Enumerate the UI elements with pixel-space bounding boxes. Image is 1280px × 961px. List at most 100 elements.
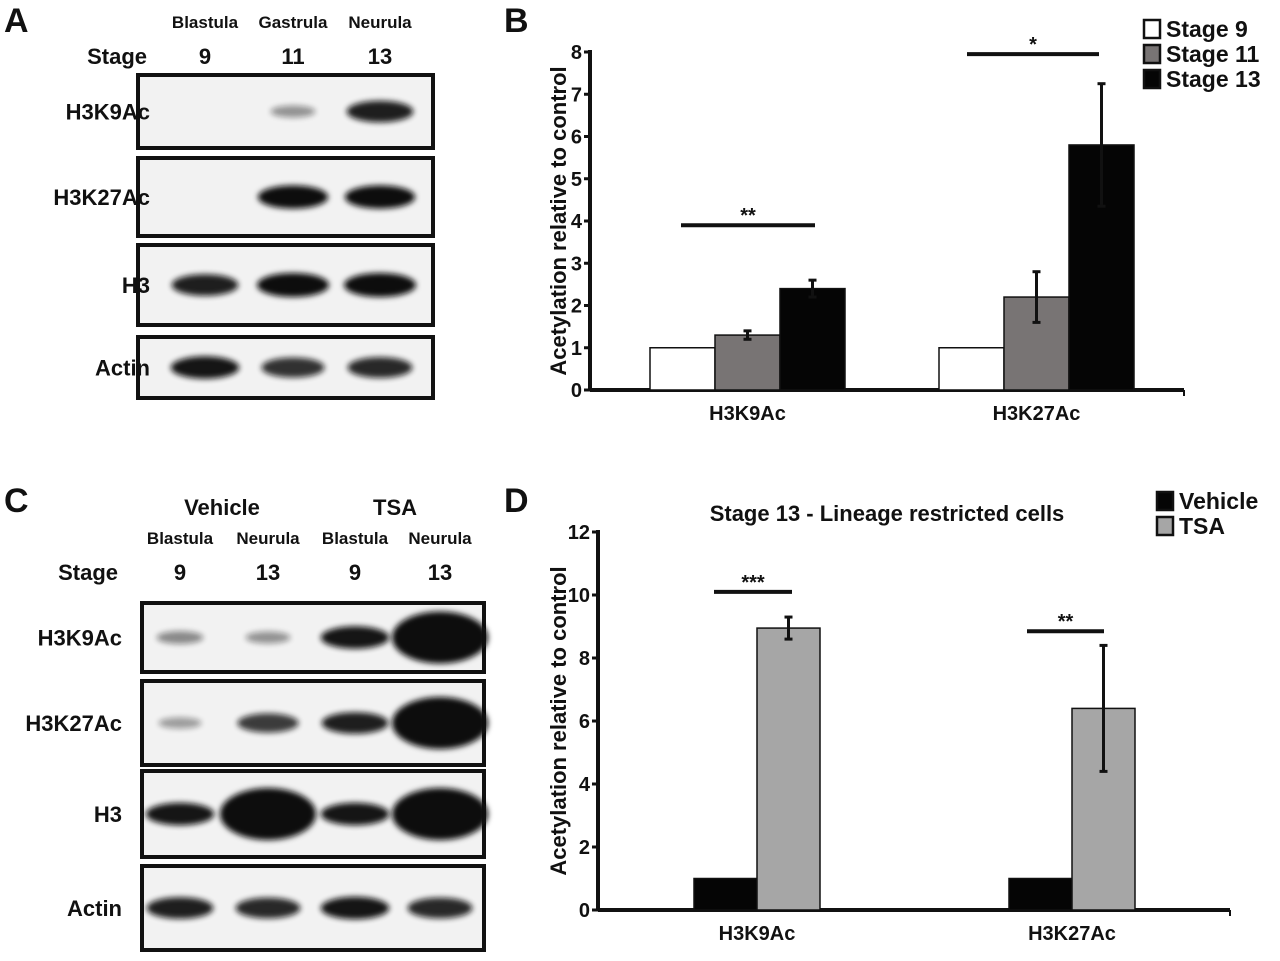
y-tick-label: 2: [571, 296, 582, 318]
legend-label: Stage 11: [1166, 41, 1260, 67]
y-tick-label: 5: [571, 169, 582, 191]
protein-band: [237, 713, 299, 733]
bar: [938, 347, 1005, 391]
panel-label-d: D: [504, 482, 529, 520]
protein-band: [220, 788, 316, 840]
blot-row-label: H3K9Ac: [66, 100, 150, 125]
y-tick-label: 8: [579, 648, 590, 670]
bar: [779, 287, 846, 391]
panel-label-c: C: [4, 482, 29, 520]
stage-label: Stage: [58, 560, 118, 585]
protein-band: [257, 185, 329, 209]
protein-band: [347, 357, 413, 378]
stage-label: Stage: [87, 44, 147, 69]
lane-stage-label: 9: [199, 44, 211, 69]
protein-band: [235, 897, 301, 919]
blot-row-label: Actin: [95, 356, 150, 381]
protein-band: [392, 611, 488, 664]
y-tick-label: 6: [571, 127, 582, 149]
protein-band: [320, 802, 390, 826]
protein-band: [156, 631, 204, 644]
significance-marker: **: [740, 205, 756, 227]
x-category-label: H3K27Ac: [1028, 923, 1116, 945]
protein-band: [407, 897, 473, 919]
lane-phase-label: Neurula: [348, 13, 412, 32]
protein-band: [270, 105, 316, 118]
y-tick-label: 0: [579, 900, 590, 922]
y-tick-label: 8: [571, 42, 582, 64]
y-tick-label: 4: [571, 211, 583, 233]
protein-band: [346, 100, 414, 123]
protein-band: [171, 274, 239, 296]
panel-label-a: A: [4, 2, 29, 40]
protein-band: [392, 697, 488, 749]
y-tick-label: 7: [571, 84, 582, 106]
legend-swatch: [1155, 490, 1175, 512]
y-tick-label: 6: [579, 711, 590, 733]
bar: [714, 334, 781, 391]
bar: [1008, 877, 1073, 911]
lane-stage-label: 11: [281, 44, 304, 69]
y-tick-label: 2: [579, 837, 590, 859]
protein-band: [344, 273, 416, 297]
x-category-label: H3K27Ac: [993, 403, 1081, 425]
blot-row-label: H3: [94, 802, 122, 827]
western-blot-c: Blastula 9 Neurula 13 Blastula 9 Neurula 13 Stag…: [25, 495, 488, 952]
blot-row-label: H3K27Ac: [25, 711, 122, 736]
legend-label: Vehicle: [1179, 488, 1258, 514]
legend-swatch: [1142, 68, 1162, 90]
significance-marker: *: [1029, 34, 1037, 56]
blot-row-label: H3K9Ac: [38, 626, 122, 651]
lane-stage-label: 13: [256, 560, 280, 585]
western-blot-a: Blastula 9 Gastrula 11 Neurula 13 Stage H3K9Ac H…: [53, 13, 435, 400]
protein-band: [320, 896, 390, 920]
y-axis-label: Acetylation relative to control: [546, 66, 571, 375]
blot-row-label: Actin: [67, 896, 122, 921]
lane-phase-label: Blastula: [147, 529, 214, 548]
y-tick-label: 10: [568, 585, 590, 607]
x-category-label: H3K9Ac: [719, 923, 796, 945]
protein-band: [158, 717, 202, 729]
lane-stage-label: 9: [174, 560, 186, 585]
legend-swatch: [1155, 515, 1175, 537]
protein-band: [344, 185, 416, 209]
protein-band: [320, 626, 390, 649]
legend-swatch: [1142, 18, 1162, 40]
y-tick-label: 4: [579, 774, 591, 796]
legend-swatch: [1142, 43, 1162, 65]
bar-chart-d: 0 2 4 6 8 10 12 Acetylation relative to control…: [546, 488, 1258, 945]
bar: [649, 347, 716, 391]
lane-stage-label: 13: [368, 44, 392, 69]
protein-band: [146, 897, 214, 919]
legend-label: Stage 13: [1166, 66, 1261, 92]
legend-label: TSA: [1179, 513, 1225, 539]
protein-band: [392, 788, 488, 840]
significance-marker: **: [1058, 611, 1074, 633]
protein-band: [321, 712, 389, 734]
protein-band: [261, 357, 325, 378]
legend-label: Stage 9: [1166, 16, 1248, 42]
y-axis-label: Acetylation relative to control: [546, 566, 571, 875]
y-tick-label: 0: [571, 380, 582, 402]
protein-band: [170, 356, 240, 379]
bar: [756, 627, 821, 911]
y-tick-label: 1: [571, 338, 582, 360]
blot-row-label: H3K27Ac: [53, 185, 150, 210]
chart-title: Stage 13 - Lineage restricted cells: [710, 501, 1065, 526]
blot-row-label: H3: [122, 273, 150, 298]
treatment-group-label: Vehicle: [184, 495, 260, 520]
x-category-label: H3K9Ac: [709, 403, 786, 425]
significance-marker: ***: [741, 572, 765, 594]
lane-phase-label: Blastula: [322, 529, 389, 548]
protein-band: [245, 631, 291, 644]
protein-band: [145, 802, 215, 826]
y-tick-label: 12: [568, 522, 590, 544]
y-tick-label: 3: [571, 253, 582, 275]
lane-phase-label: Neurula: [408, 529, 472, 548]
lane-stage-label: 13: [428, 560, 452, 585]
panel-label-b: B: [504, 2, 529, 40]
lane-phase-label: Neurula: [236, 529, 300, 548]
treatment-group-label: TSA: [373, 495, 417, 520]
